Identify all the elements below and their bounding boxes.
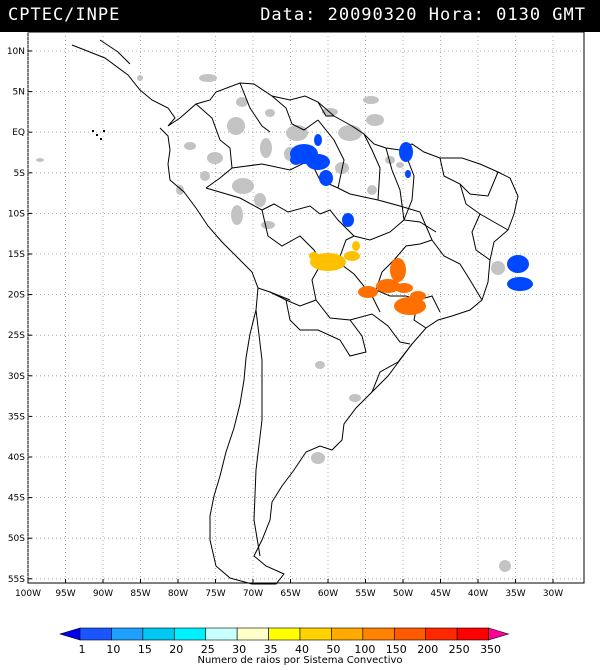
colorbar-swatch xyxy=(236,627,269,641)
colorbar-tick: 25 xyxy=(201,643,215,656)
minas-cluster xyxy=(358,258,413,298)
lat-label: EQ xyxy=(12,128,25,138)
lat-label: 10S xyxy=(8,209,25,219)
colorbar-tick: 1 xyxy=(79,643,86,656)
lat-label: 25S xyxy=(8,331,25,341)
colorbar-swatch xyxy=(299,627,332,641)
colorbar-tick: 10 xyxy=(106,643,120,656)
colorbar-tick: 30 xyxy=(232,643,246,656)
longitude-labels: 100W 95W 90W 85W 80W 75W 70W 65W 60W 55W 50W 45W 40W… xyxy=(15,589,563,599)
lon-label: 90W xyxy=(93,589,113,599)
lat-label: 10N xyxy=(7,47,25,57)
bolivia-cluster xyxy=(309,241,360,271)
lon-label: 60W xyxy=(318,589,338,599)
map-frame xyxy=(27,31,585,584)
lon-label: 35W xyxy=(505,589,525,599)
colorbar-left-arrow xyxy=(58,627,81,641)
colorbar-tick: 100 xyxy=(354,643,375,656)
colorbar-tick: 200 xyxy=(417,643,438,656)
colorbar-tick: 150 xyxy=(386,643,407,656)
lat-label: 5S xyxy=(14,169,26,179)
colorbar-tick: 250 xyxy=(449,643,470,656)
islands xyxy=(92,130,105,140)
lat-label: 30S xyxy=(8,372,25,382)
colorbar-tick: 50 xyxy=(326,643,340,656)
lat-label: 40S xyxy=(8,453,25,463)
lon-label: 100W xyxy=(15,589,41,599)
lon-label: 45W xyxy=(430,589,450,599)
date-time-label: Data: 20090320 Hora: 0130 GMT xyxy=(260,5,586,25)
colorbar-tick: 40 xyxy=(295,643,309,656)
colorbar-swatch xyxy=(425,627,458,641)
colorbar-labels: 1 10 15 20 25 30 35 40 50 100 150 200 250 350 xyxy=(79,643,502,656)
colorbar-swatch xyxy=(362,627,395,641)
lon-label: 85W xyxy=(130,589,150,599)
lat-label: 50S xyxy=(8,534,25,544)
sao-paulo-cluster xyxy=(394,291,426,315)
colorbar-swatch xyxy=(111,627,144,641)
lat-label: 20S xyxy=(8,291,25,301)
source-label: CPTEC/INPE xyxy=(8,5,121,25)
colorbar-tick: 15 xyxy=(138,643,152,656)
lon-label: 70W xyxy=(243,589,263,599)
colorbar-swatch xyxy=(393,627,427,641)
colorbar-tick: 20 xyxy=(169,643,183,656)
lon-label: 65W xyxy=(280,589,300,599)
colorbar-swatch xyxy=(173,627,207,641)
coastlines xyxy=(71,39,519,585)
convective-systems xyxy=(290,134,533,315)
lon-label: 50W xyxy=(393,589,413,599)
colorbar-tick: 350 xyxy=(480,643,501,656)
latitude-labels: 10N 5N EQ 5S 10S 15S 20S 25S 30S 35S 40S 45S 50S 55S xyxy=(7,47,25,585)
title-bar: CPTEC/INPE Data: 20090320 Hora: 0130 GMT xyxy=(0,0,600,32)
colorbar-swatch xyxy=(142,627,175,641)
lat-label: 15S xyxy=(8,250,25,260)
lat-label: 55S xyxy=(8,575,25,585)
lat-label: 35S xyxy=(8,412,25,422)
colorbar-swatch xyxy=(205,627,238,641)
lon-label: 40W xyxy=(468,589,488,599)
lon-label: 30W xyxy=(543,589,563,599)
lat-lon-grid xyxy=(27,32,584,583)
colorbar-caption: Numero de raios por Sistema Convectivo xyxy=(197,655,403,666)
colorbar-tick: 35 xyxy=(264,643,278,656)
colorbar-swatch xyxy=(268,627,301,641)
para-cluster xyxy=(399,142,413,178)
mato-grosso-cluster xyxy=(342,213,354,227)
lon-label: 95W xyxy=(55,589,75,599)
colorbar-right-arrow xyxy=(488,627,510,641)
colorbar-swatch xyxy=(79,627,112,641)
colorbar-swatch xyxy=(331,627,364,641)
lon-label: 75W xyxy=(205,589,225,599)
atlantic-cluster xyxy=(507,255,533,291)
colorbar xyxy=(58,627,510,641)
lat-label: 45S xyxy=(8,494,25,504)
lon-label: 55W xyxy=(355,589,375,599)
lon-label: 80W xyxy=(168,589,188,599)
colorbar-swatch xyxy=(456,627,489,641)
lat-label: 5N xyxy=(13,88,25,98)
amazon-cluster xyxy=(290,134,333,186)
